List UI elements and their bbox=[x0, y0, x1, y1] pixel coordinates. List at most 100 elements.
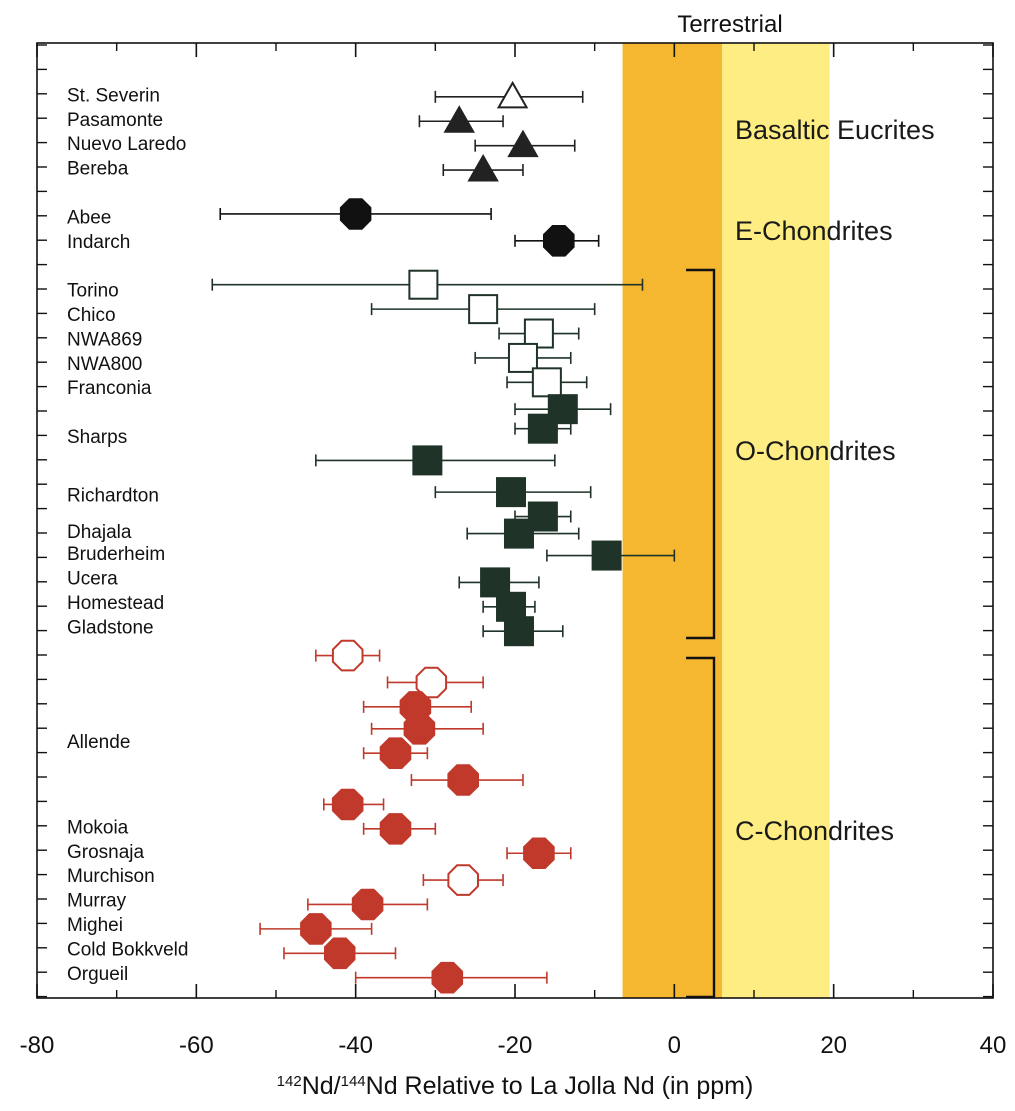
octagon-marker bbox=[331, 788, 364, 821]
sample-label: Grosnaja bbox=[67, 842, 145, 863]
x-axis-label-rest: Nd Relative to La Jolla Nd (in ppm) bbox=[366, 1072, 754, 1100]
sample-label: Mighei bbox=[67, 915, 123, 936]
data-point bbox=[514, 394, 612, 425]
x-tick-label: -60 bbox=[179, 1032, 214, 1059]
octagon-marker bbox=[379, 813, 412, 845]
square-marker bbox=[468, 294, 499, 325]
band-1 bbox=[722, 43, 830, 998]
data-point bbox=[434, 477, 592, 508]
sample-label: Nuevo Laredo bbox=[67, 134, 186, 155]
data-point bbox=[434, 80, 584, 109]
data-point bbox=[386, 666, 484, 699]
square-marker bbox=[523, 318, 554, 349]
x-tick-label: 20 bbox=[820, 1032, 847, 1059]
data-point bbox=[362, 813, 437, 845]
sample-label: Franconia bbox=[67, 378, 152, 399]
sample-label: Richardton bbox=[67, 486, 159, 507]
group-brackets bbox=[686, 268, 716, 999]
octagon-marker bbox=[339, 198, 372, 230]
group-label-e-chondrites: E-Chondrites bbox=[735, 216, 893, 246]
data-points bbox=[211, 80, 676, 994]
data-point bbox=[514, 225, 600, 257]
group-label-o-chondrites: O-Chondrites bbox=[735, 436, 896, 466]
sample-label: Indarch bbox=[67, 232, 130, 253]
sample-label: Gladstone bbox=[67, 617, 154, 638]
data-point bbox=[466, 518, 580, 549]
square-marker bbox=[412, 445, 443, 476]
octagon-marker bbox=[351, 888, 384, 921]
data-point bbox=[307, 888, 429, 921]
x-tick-label: -40 bbox=[338, 1032, 373, 1059]
triangle-marker bbox=[507, 129, 539, 158]
data-point bbox=[370, 294, 596, 325]
data-point bbox=[482, 616, 564, 647]
square-marker bbox=[547, 394, 578, 425]
sample-label: Murchison bbox=[67, 866, 155, 887]
data-point bbox=[418, 105, 504, 133]
square-marker bbox=[496, 591, 527, 622]
triangle-marker bbox=[496, 80, 529, 109]
square-marker bbox=[531, 367, 562, 398]
band-0 bbox=[622, 43, 723, 998]
sample-label: Dhajala bbox=[67, 522, 132, 543]
data-point bbox=[354, 961, 548, 994]
data-point bbox=[283, 937, 397, 970]
data-point bbox=[211, 269, 644, 300]
sample-label: Abee bbox=[67, 207, 111, 228]
triangle-marker bbox=[467, 154, 499, 182]
sample-label: NWA800 bbox=[67, 354, 142, 375]
octagon-marker bbox=[447, 764, 479, 796]
sample-label: Orgueil bbox=[67, 964, 128, 985]
data-point bbox=[410, 764, 524, 796]
square-marker bbox=[591, 540, 622, 571]
sample-label: Cold Bokkveld bbox=[67, 939, 188, 960]
data-point bbox=[442, 154, 524, 182]
sample-label: Mokoia bbox=[67, 817, 129, 838]
data-point bbox=[482, 591, 536, 622]
square-marker bbox=[408, 269, 439, 300]
data-point bbox=[259, 913, 373, 945]
octagon-marker bbox=[415, 666, 448, 699]
axis-ticks: -80 -60 -40 -20 0 20 40 bbox=[20, 43, 1006, 1059]
sample-label: St. Severin bbox=[67, 85, 160, 106]
data-point bbox=[506, 367, 588, 398]
data-point bbox=[506, 837, 572, 869]
square-marker bbox=[527, 413, 558, 444]
data-point bbox=[474, 129, 576, 158]
sample-label: Sharps bbox=[67, 427, 127, 448]
sample-label: NWA869 bbox=[67, 329, 142, 350]
square-marker bbox=[507, 342, 538, 373]
data-point bbox=[546, 540, 676, 571]
sample-label: Bruderheim bbox=[67, 544, 165, 565]
octagon-marker bbox=[523, 837, 555, 869]
bracket-0 bbox=[686, 268, 716, 640]
square-marker bbox=[503, 616, 534, 647]
octagon-marker bbox=[447, 864, 479, 896]
data-point bbox=[322, 788, 385, 821]
octagon-marker bbox=[300, 913, 332, 945]
octagon-marker bbox=[543, 225, 575, 257]
sample-label: Murray bbox=[67, 891, 127, 912]
octagon-marker bbox=[403, 713, 436, 745]
sample-label: Chico bbox=[67, 305, 116, 326]
group-label-c-chondrites: C-Chondrites bbox=[735, 816, 894, 846]
square-marker bbox=[496, 477, 527, 508]
octagon-marker bbox=[431, 961, 464, 994]
triangle-marker bbox=[443, 105, 475, 133]
data-point bbox=[458, 567, 540, 598]
data-point bbox=[219, 198, 492, 230]
x-axis-label-mass2: 144 bbox=[341, 1073, 366, 1090]
x-axis-label-mass1: 142 bbox=[277, 1073, 302, 1090]
data-point bbox=[422, 864, 504, 896]
data-point bbox=[474, 342, 572, 373]
octagon-marker bbox=[379, 737, 412, 769]
bracket-1 bbox=[686, 656, 716, 999]
x-axis-label: 142Nd/144Nd Relative to La Jolla Nd (in … bbox=[277, 1072, 754, 1100]
x-axis-label-mid: Nd/ bbox=[302, 1072, 341, 1100]
sample-labels: St. Severin Pasamonte Nuevo Laredo Bereba Ab… bbox=[67, 85, 188, 984]
x-tick-label: 0 bbox=[668, 1032, 681, 1059]
sample-label: Pasamonte bbox=[67, 110, 163, 131]
terrestrial-label: Terrestrial bbox=[677, 11, 782, 38]
square-marker bbox=[480, 567, 511, 598]
sample-label: Allende bbox=[67, 732, 130, 753]
